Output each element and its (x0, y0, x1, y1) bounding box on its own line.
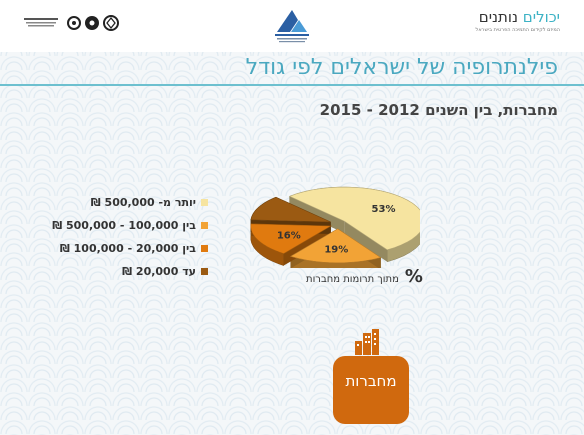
pie-data-label: 19% (324, 245, 348, 256)
building-icon (355, 329, 379, 355)
legend-label: בין 20,000 - 100,000 ₪ (59, 242, 196, 255)
legend-label: בין 100,000 - 500,000 ₪ (52, 219, 196, 232)
brand-tagline: המיזם לקידום התמיכה הפרטית בישראל (475, 27, 561, 33)
chart-legend: יותר מ- 500,000 ₪ בין 100,000 - 500,000 … (38, 196, 208, 288)
legend-swatch (201, 268, 208, 275)
header-divider (0, 84, 584, 86)
brand-logo: יכולים נותנים המיזם לקידום התמיכה הפרטית… (476, 8, 561, 33)
pie-data-label: 16% (277, 230, 301, 241)
chart-subtitle: מחברות, בין השנים 2012 - 2015 (319, 101, 558, 119)
header-bar: יכולים נותנים המיזם לקידום התמיכה הפרטית… (0, 0, 584, 52)
center-organization-logo (275, 10, 309, 43)
percent-symbol: % (404, 266, 423, 287)
legend-item: עד 20,000 ₪ (38, 265, 208, 288)
pie-slice (250, 223, 332, 254)
brand-name-suffix: נותנים (478, 8, 518, 26)
axis-caption-text: מתוך תרומות מחברות (306, 274, 399, 285)
pie-chart: 53% 19% 16% (250, 186, 420, 268)
legend-item: יותר מ- 500,000 ₪ (38, 196, 208, 219)
partner-logos (24, 15, 119, 31)
legend-swatch (201, 222, 208, 229)
legend-label: עד 20,000 ₪ (122, 265, 196, 278)
legend-item: בין 100,000 - 500,000 ₪ (38, 219, 208, 242)
pie-data-label: 53% (372, 204, 396, 215)
pie-slice (250, 196, 331, 223)
legend-swatch (201, 245, 208, 252)
pie-slice-radial-wall (344, 221, 388, 262)
pie-slice (288, 186, 420, 251)
axis-caption: % מתוך תרומות מחברות (306, 266, 423, 287)
legend-swatch (201, 199, 208, 206)
pie-slice (289, 228, 382, 264)
companies-button[interactable]: מחברות (333, 356, 409, 424)
page-title: פילנתרופיה של ישראלים לפי גודל (245, 55, 558, 80)
legend-label: יותר מ- 500,000 ₪ (90, 196, 196, 209)
brand-name-prefix: יכולים (522, 8, 560, 26)
legend-item: בין 20,000 - 100,000 ₪ (38, 242, 208, 265)
